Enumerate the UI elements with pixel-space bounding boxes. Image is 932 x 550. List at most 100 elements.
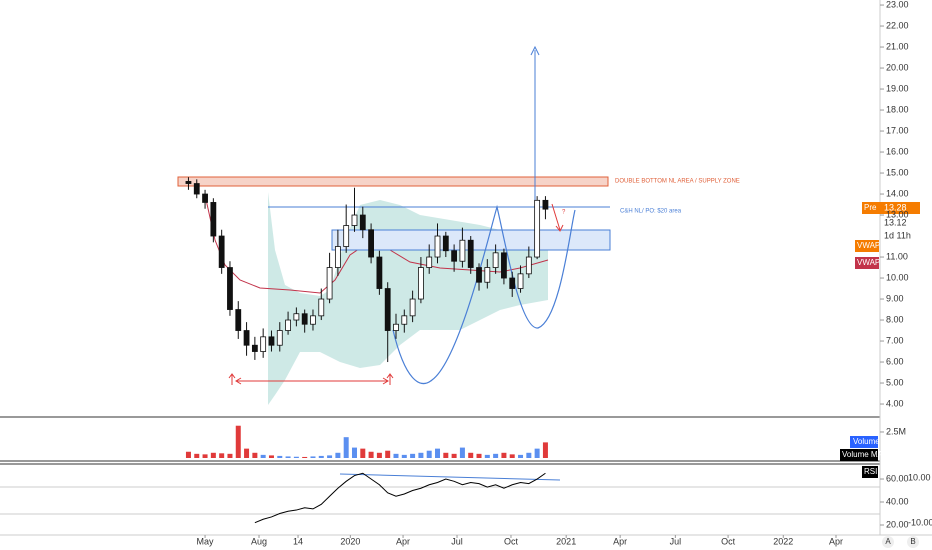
volume-bar: [501, 452, 507, 458]
supply-zone: [177, 176, 609, 187]
candle-body: [185, 181, 192, 184]
cup-curve: [392, 204, 576, 385]
volume-bar: [210, 452, 216, 458]
y-tick-label: 4.00: [886, 398, 904, 408]
candle-body: [235, 309, 242, 331]
volume-bar: [534, 448, 540, 458]
volume-bar: [376, 452, 382, 458]
volume-bar: [401, 454, 407, 458]
y-tick-label: 2.5M: [886, 426, 906, 436]
y-tick-label: 19.00: [886, 83, 909, 93]
volume-bar: [518, 454, 524, 458]
x-tick-label: 2021: [556, 536, 576, 546]
y-tick-label: 22.00: [886, 20, 909, 30]
candle-body: [334, 246, 341, 268]
footer-label[interactable]: B: [910, 537, 915, 546]
badge-label: Volume MA: [842, 450, 884, 459]
y-tick-label: 7.00: [886, 335, 904, 345]
x-tick-label: Oct: [721, 536, 736, 546]
volume-bar: [277, 455, 283, 458]
candle-body: [409, 298, 416, 317]
y-tick-label: 20.00: [886, 519, 909, 529]
y-tick-label: 21.00: [886, 41, 909, 51]
candle-body: [301, 313, 308, 325]
candle-body: [484, 267, 491, 283]
candle-body: [451, 250, 458, 262]
y-tick-label: 20.00: [886, 62, 909, 72]
candle-body: [210, 202, 217, 237]
y-tick-label: 16.00: [886, 146, 909, 156]
candle-body: [376, 256, 383, 289]
candle-body: [318, 298, 325, 317]
candle-body: [401, 315, 408, 325]
candle-body: [418, 267, 424, 300]
x-tick-label: Apr: [613, 536, 627, 546]
volume-bar: [443, 452, 449, 458]
y-tick-label: 5.00: [886, 377, 904, 387]
candle-body: [326, 267, 333, 300]
x-tick-label: Apr: [396, 536, 410, 546]
x-tick-label: Oct: [504, 536, 519, 546]
candle-body: [434, 235, 441, 258]
candle-body: [202, 193, 208, 203]
volume-bar: [393, 453, 399, 458]
candle-body: [218, 235, 225, 268]
volume-bar: [244, 448, 250, 458]
candle-body: [525, 256, 532, 275]
candle-body: [227, 267, 233, 310]
y2-tick-label: -10.00: [908, 517, 932, 527]
badge-label: RSI: [864, 467, 877, 476]
candle-body: [467, 239, 474, 268]
volume-bar: [293, 456, 299, 458]
candle-body: [359, 214, 366, 231]
volume-bar: [509, 454, 515, 458]
volume-bar: [476, 453, 482, 458]
annotation: C&H NL/ PO: $20 area: [620, 209, 682, 215]
y-tick-label: 10.00: [886, 272, 909, 282]
candle-body: [534, 199, 541, 258]
candle-body: [351, 214, 358, 226]
volume-bar: [493, 453, 499, 458]
volume-bar: [368, 451, 374, 458]
volume-bar: [459, 447, 465, 458]
volume-bar: [335, 452, 341, 458]
annotation: DOUBLE BOTTOM NL AREA / SUPPLY ZONE: [615, 179, 740, 185]
y-tick-label: 11.00: [886, 251, 908, 261]
candle-body: [343, 225, 350, 247]
candle-body: [251, 344, 258, 352]
volume-bar: [227, 453, 233, 458]
candle-body: [492, 252, 499, 268]
axis-label: 1d 11h: [884, 230, 911, 240]
footer-button[interactable]: [907, 536, 919, 548]
candle-body: [542, 199, 549, 210]
volume-bar: [235, 425, 241, 458]
footer-label[interactable]: A: [885, 537, 891, 546]
candle-body: [268, 336, 275, 346]
annotation: ?: [562, 210, 566, 216]
candle-body: [276, 330, 283, 346]
candle-body: [393, 323, 399, 331]
candle-body: [260, 336, 267, 352]
candle-body: [459, 239, 466, 262]
y-tick-label: 17.00: [886, 125, 909, 135]
volume-bar: [410, 453, 416, 458]
candle-body: [442, 235, 449, 252]
down-arrow: [551, 203, 564, 232]
volume-bar: [318, 455, 324, 458]
badge-label: Pre: [864, 203, 877, 212]
volume-bar: [435, 448, 441, 458]
volume-bar: [360, 448, 366, 458]
candle-body: [509, 277, 516, 289]
y-tick-label: 40.00: [886, 496, 909, 506]
volume-bar: [418, 452, 424, 458]
badge: [850, 436, 878, 448]
volume-bar: [426, 450, 432, 458]
volume-bar: [310, 456, 316, 458]
candle-body: [193, 183, 200, 195]
candle-body: [476, 267, 482, 283]
y-tick-label: 6.00: [886, 356, 904, 366]
volume-bar: [451, 453, 457, 458]
badge: [880, 202, 920, 214]
candle-body: [517, 273, 524, 289]
footer-button[interactable]: [882, 536, 894, 548]
